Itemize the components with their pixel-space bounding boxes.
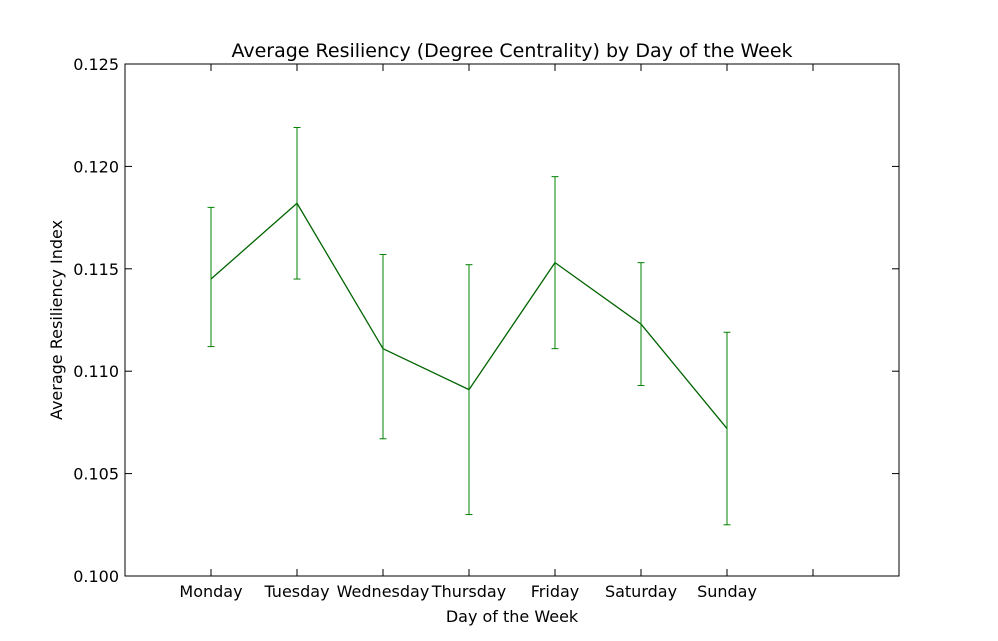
y-tick-label: 0.125 <box>73 55 119 74</box>
x-tick-label: Tuesday <box>263 582 329 601</box>
y-tick-label: 0.100 <box>73 567 119 586</box>
x-tick-label: Wednesday <box>337 582 430 601</box>
chart-title: Average Resiliency (Degree Centrality) b… <box>231 40 792 62</box>
series-line-segment <box>468 262 556 390</box>
y-tick-label: 0.120 <box>73 157 119 176</box>
series-line-segment <box>382 348 470 391</box>
plot-marks <box>210 202 728 429</box>
y-tick-label: 0.110 <box>73 362 119 381</box>
series-line-segment <box>554 262 642 325</box>
x-tick-label: Thursday <box>431 582 506 601</box>
x-tick-label: Monday <box>179 582 242 601</box>
y-axis-ticks: 0.100 0.105 0.110 0.115 0.120 0.125 <box>73 55 899 586</box>
series-line-segment <box>296 202 384 350</box>
y-tick-label: 0.105 <box>73 465 119 484</box>
x-axis-label: Day of the Week <box>446 607 579 626</box>
y-tick-label: 0.115 <box>73 260 119 279</box>
y-axis-label: Average Resiliency Index <box>47 220 66 420</box>
plot-frame <box>124 63 900 577</box>
x-tick-label: Sunday <box>697 582 757 601</box>
x-tick-label: Saturday <box>605 582 677 601</box>
x-tick-label: Friday <box>531 582 580 601</box>
series-line-segment <box>640 323 728 429</box>
series-line-segment <box>210 202 298 280</box>
error-bars <box>207 126 731 526</box>
x-axis-ticks: Monday Tuesday Wednesday Thursday Friday Satu… <box>124 64 900 601</box>
